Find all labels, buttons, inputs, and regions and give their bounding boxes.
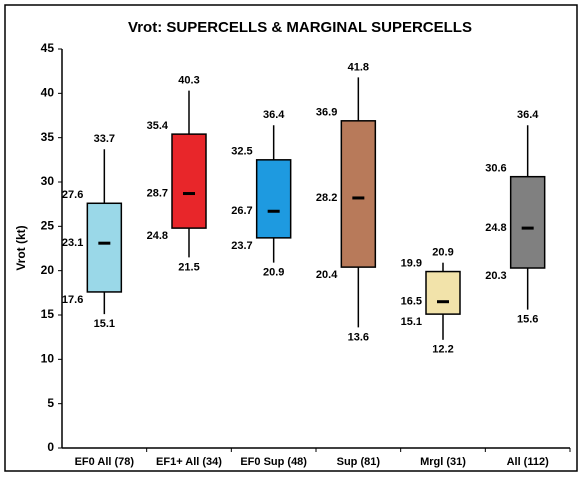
q1-label: 20.4 <box>316 269 338 281</box>
median-label: 16.5 <box>401 296 422 308</box>
min-label: 21.5 <box>178 261 199 273</box>
box <box>171 133 207 229</box>
y-tick-label: 10 <box>41 352 55 366</box>
x-tick-label: Sup (81) <box>337 456 381 468</box>
box <box>340 120 377 268</box>
box <box>425 270 461 315</box>
y-axis-label: Vrot (kt) <box>14 225 28 270</box>
q3-label: 27.6 <box>62 189 83 201</box>
q1-label: 23.7 <box>231 240 252 252</box>
box <box>509 175 546 269</box>
median-label: 28.7 <box>147 187 168 199</box>
x-tick-label: EF0 Sup (48) <box>240 456 307 468</box>
min-label: 15.6 <box>517 314 538 326</box>
q3-label: 35.4 <box>147 120 169 132</box>
x-tick-label: All (112) <box>507 456 550 468</box>
median-label: 23.1 <box>62 237 83 249</box>
max-label: 36.4 <box>263 109 285 121</box>
max-label: 33.7 <box>94 133 115 145</box>
x-tick-label: EF1+ All (34) <box>156 456 222 468</box>
x-tick-label: EF0 All (78) <box>75 456 135 468</box>
x-tick-label: Mrgl (31) <box>420 456 466 468</box>
q3-label: 32.5 <box>231 146 252 158</box>
y-tick-label: 0 <box>47 440 54 454</box>
q3-label: 19.9 <box>401 257 422 269</box>
y-tick-label: 20 <box>41 263 55 277</box>
y-tick-label: 35 <box>41 130 55 144</box>
box <box>86 202 123 293</box>
y-tick-label: 40 <box>41 86 55 100</box>
q1-label: 20.3 <box>485 270 506 282</box>
min-label: 15.1 <box>94 318 115 330</box>
q3-label: 36.9 <box>316 107 337 119</box>
median-label: 28.2 <box>316 192 337 204</box>
y-tick-label: 5 <box>47 396 54 410</box>
box <box>255 159 292 239</box>
q1-label: 24.8 <box>147 230 168 242</box>
max-label: 36.4 <box>517 109 539 121</box>
y-tick-label: 15 <box>41 307 55 321</box>
median-label: 24.8 <box>485 222 506 234</box>
min-label: 20.9 <box>263 267 284 279</box>
median-label: 26.7 <box>231 205 252 217</box>
y-tick-label: 30 <box>41 174 55 188</box>
max-label: 20.9 <box>432 247 453 259</box>
max-label: 40.3 <box>178 75 199 87</box>
q1-label: 17.6 <box>62 294 83 306</box>
y-tick-label: 45 <box>41 41 55 55</box>
q1-label: 15.1 <box>401 316 422 328</box>
min-label: 13.6 <box>348 331 369 343</box>
q3-label: 30.6 <box>485 163 506 175</box>
y-tick-label: 25 <box>41 219 55 233</box>
min-label: 12.2 <box>432 344 453 356</box>
max-label: 41.8 <box>348 61 369 73</box>
chart-title: Vrot: SUPERCELLS & MARGINAL SUPERCELLS <box>128 19 472 36</box>
